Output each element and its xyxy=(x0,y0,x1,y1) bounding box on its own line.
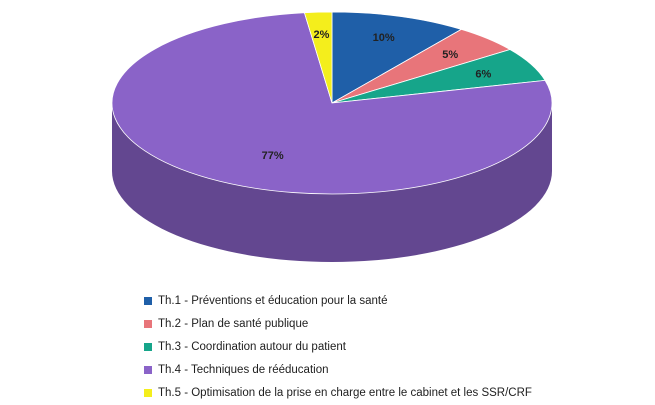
slice-label-2: 5% xyxy=(442,49,458,61)
legend-item: Th.4 - Techniques de rééducation xyxy=(144,359,532,382)
legend-swatch xyxy=(144,296,152,305)
pie-slice-4 xyxy=(111,12,553,195)
slice-label-5: 2% xyxy=(314,29,330,41)
slice-label-3: 6% xyxy=(475,69,491,81)
pie-slice-1 xyxy=(331,11,463,104)
legend-label: Th.4 - Techniques de rééducation xyxy=(158,364,329,377)
legend-label: Th.3 - Coordination autour du patient xyxy=(158,340,346,353)
pie-slice-side-4 xyxy=(112,103,552,262)
legend-label: Th.2 - Plan de santé publique xyxy=(158,317,309,330)
slice-label-1: 10% xyxy=(373,32,395,44)
legend-swatch xyxy=(144,366,152,375)
legend-swatch xyxy=(144,389,152,398)
legend-swatch xyxy=(144,342,152,351)
legend-label: Th.5 - Optimisation de la prise en charg… xyxy=(158,387,532,400)
legend-item: Th.3 - Coordination autour du patient xyxy=(144,335,532,358)
slice-label-4: 77% xyxy=(262,150,284,162)
pie-chart: 10% 5% 6% 77% 2% xyxy=(111,11,553,262)
legend-swatch xyxy=(144,319,152,328)
legend-label: Th.1 - Préventions et éducation pour la … xyxy=(158,294,388,307)
pie-slice-5 xyxy=(303,11,333,104)
legend-item: Th.1 - Préventions et éducation pour la … xyxy=(144,289,532,312)
legend: Th.1 - Préventions et éducation pour la … xyxy=(144,289,532,405)
legend-item: Th.2 - Plan de santé publique xyxy=(144,312,532,335)
legend-item: Th.5 - Optimisation de la prise en charg… xyxy=(144,382,532,405)
